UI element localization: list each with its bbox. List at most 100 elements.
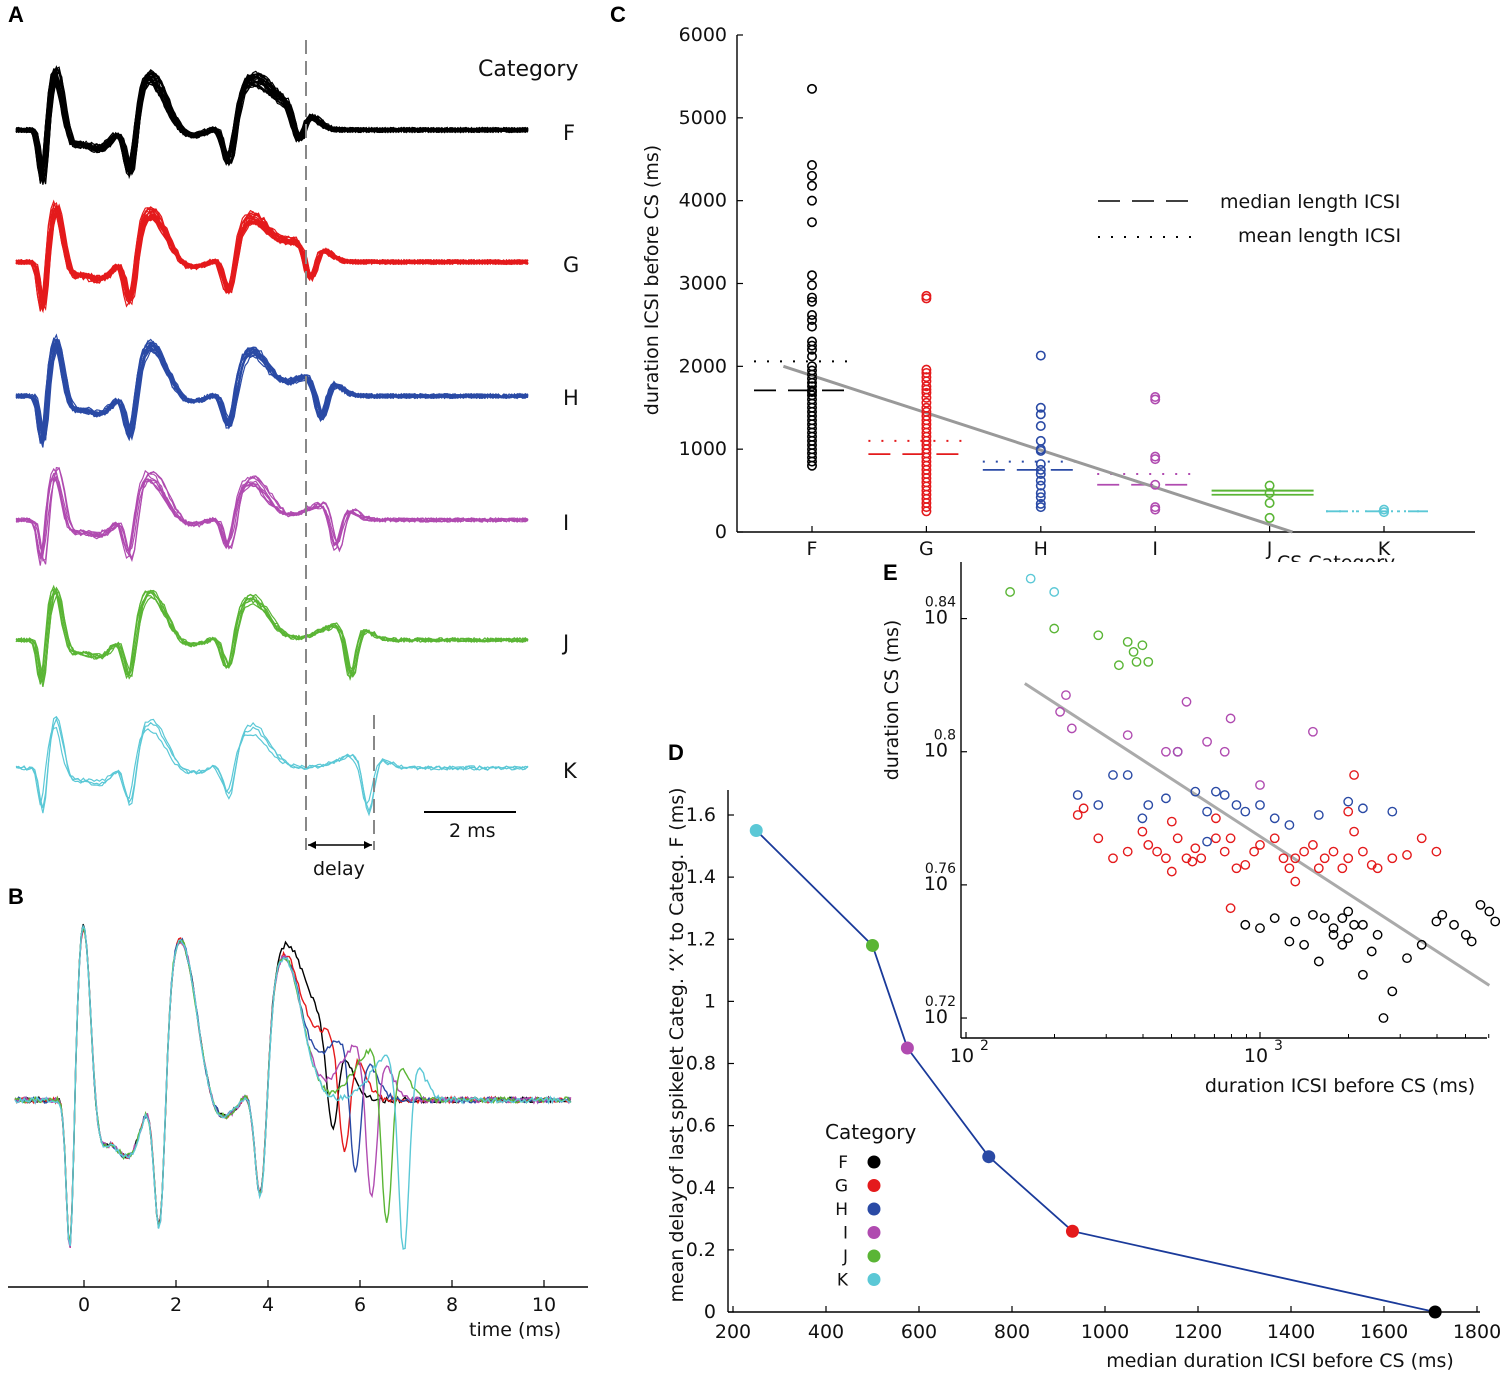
c-point-k	[1379, 507, 1390, 518]
e-point-f	[1343, 933, 1354, 944]
c-point-g	[921, 364, 932, 375]
e-point-f	[1269, 913, 1280, 924]
c-point-f	[806, 270, 817, 281]
e-point-g	[1337, 863, 1348, 874]
e-y-axis-label: duration CS (ms)	[881, 620, 903, 781]
e-x-tick-base: 10	[1244, 1045, 1268, 1067]
d-y-tick-label: 0.6	[686, 1115, 716, 1137]
e-point-f	[1475, 899, 1486, 910]
a-row-label-k: K	[563, 759, 578, 783]
panel-label-e: E	[883, 560, 898, 585]
e-point-f	[1358, 919, 1368, 930]
a-trace-f	[15, 73, 529, 179]
e-point-j	[1049, 623, 1060, 634]
e-point-h	[1211, 786, 1221, 797]
a-trace-g	[15, 207, 529, 310]
c-point-f	[806, 456, 817, 467]
c-y-tick-label: 3000	[679, 273, 727, 295]
c-point-h	[1035, 469, 1046, 480]
e-point-f	[1460, 929, 1471, 940]
e-point-g	[1402, 850, 1412, 860]
e-point-h	[1387, 806, 1398, 817]
e-point-g	[1190, 843, 1201, 854]
e-point-g	[1284, 863, 1295, 874]
e-point-g	[1078, 803, 1089, 814]
e-point-j	[1005, 587, 1015, 597]
d-y-tick-label: 0.8	[686, 1053, 716, 1075]
e-point-h	[1108, 770, 1118, 780]
d-legend-label-f: F	[838, 1153, 848, 1173]
c-point-j	[1264, 498, 1275, 509]
a-trace-g	[15, 201, 529, 314]
b-x-ticks: 0 2 4 6 8 10	[78, 1280, 556, 1316]
d-y-tick-label: 1	[704, 990, 716, 1012]
a-trace-k	[15, 726, 529, 806]
c-point-h	[1035, 350, 1046, 361]
c-point-f	[806, 217, 817, 228]
c-points	[806, 83, 1390, 523]
c-point-h	[1035, 459, 1046, 470]
e-y-tick-exp: 0.72	[925, 994, 956, 1010]
d-legend-label-i: I	[843, 1224, 848, 1244]
b-x-tick-label: 8	[446, 1294, 458, 1316]
e-point-i	[1308, 726, 1318, 737]
e-point-i	[1219, 746, 1230, 757]
d-legend-dot-g	[867, 1179, 881, 1192]
e-background	[961, 562, 1487, 1038]
e-point-g	[1161, 853, 1171, 864]
a-trace-i	[15, 466, 529, 562]
e-point-f	[1466, 936, 1477, 947]
a-trace-j	[15, 586, 529, 688]
c-x-tick-label: J	[1266, 538, 1273, 560]
e-point-h	[1202, 836, 1212, 847]
c-point-j	[1264, 480, 1275, 491]
c-point-f	[806, 292, 817, 303]
e-point-f	[1449, 919, 1459, 930]
c-point-f	[806, 83, 817, 94]
e-point-h	[1240, 806, 1251, 817]
e-point-f	[1402, 953, 1412, 964]
e-point-g	[1093, 833, 1104, 844]
c-point-g	[921, 392, 932, 403]
d-x-tick-label: 1600	[1360, 1321, 1408, 1343]
d-legend-label-g: G	[835, 1177, 848, 1197]
e-point-j	[1122, 636, 1133, 647]
b-x-tick-label: 0	[78, 1294, 90, 1316]
e-point-f	[1358, 969, 1368, 980]
c-point-h	[1035, 409, 1046, 420]
e-point-k	[1049, 587, 1060, 597]
c-trend-line	[782, 364, 1293, 534]
d-x-tick-label: 1800	[1453, 1321, 1500, 1343]
a-trace-f	[15, 66, 529, 185]
e-point-h	[1219, 790, 1230, 800]
e-point-g	[1225, 833, 1236, 844]
e-point-h	[1255, 800, 1265, 810]
a-trace-k	[15, 717, 529, 813]
c-y-tick-label: 1000	[679, 438, 727, 460]
d-legend-dot-h	[867, 1202, 881, 1216]
c-point-i	[1150, 479, 1161, 490]
e-point-g	[1166, 816, 1177, 827]
d-x-tick-label: 200	[715, 1321, 751, 1343]
c-x-ticks: F G H I J K	[807, 526, 1391, 560]
c-point-h	[1035, 480, 1046, 491]
c-point-f	[806, 280, 817, 291]
a-trace-layer	[15, 64, 529, 817]
c-point-f	[806, 314, 817, 325]
e-point-f	[1372, 929, 1383, 940]
c-y-tick-label: 5000	[679, 107, 727, 129]
e-point-f	[1490, 916, 1500, 927]
c-legend-mean: mean length ICSI	[1238, 225, 1401, 247]
c-point-f	[806, 180, 817, 191]
e-point-j	[1143, 656, 1154, 667]
a-trace-j	[16, 584, 529, 684]
b-x-tick-label: 6	[354, 1294, 366, 1316]
b-trace-layer	[14, 923, 572, 1250]
e-point-h	[1143, 800, 1154, 810]
a-trace-g	[15, 211, 529, 305]
b-x-tick-label: 4	[262, 1294, 274, 1316]
e-point-g	[1313, 863, 1324, 874]
e-point-i	[1122, 730, 1133, 740]
d-point-k	[749, 824, 763, 838]
e-point-g	[1290, 876, 1301, 887]
